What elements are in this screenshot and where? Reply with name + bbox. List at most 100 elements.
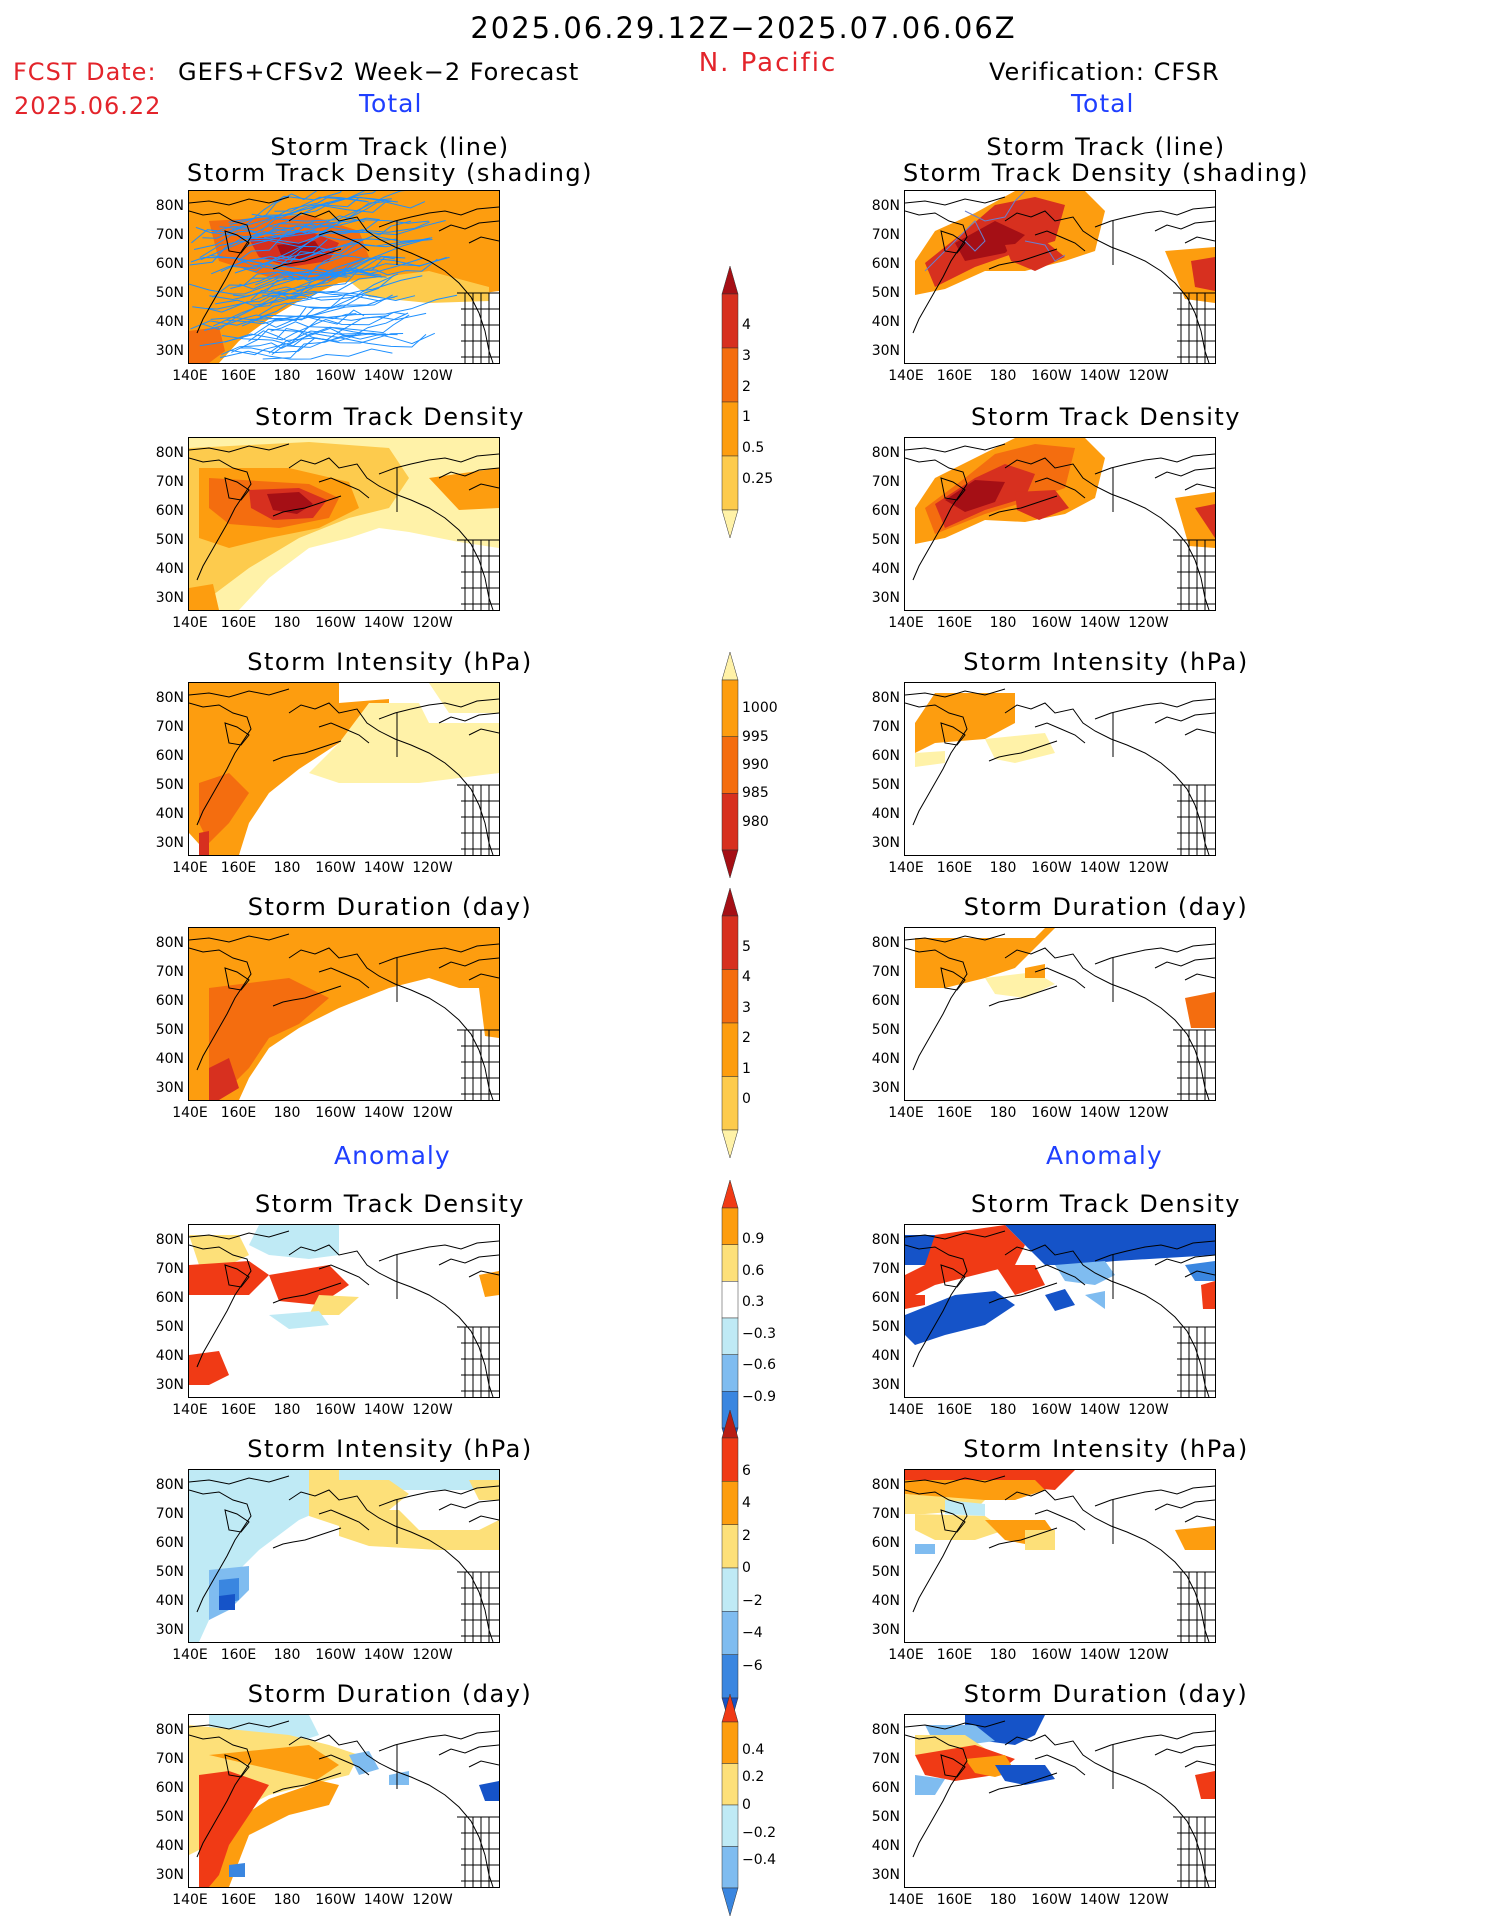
coastline-segment: [1184, 1760, 1215, 1768]
lon-tick-label: 180: [989, 860, 1017, 876]
coastline-segment: [272, 248, 342, 270]
coastline-segment: [189, 688, 290, 698]
lon-tick-label: 160W: [1031, 368, 1072, 384]
shading-area: [249, 1225, 339, 1259]
lat-tick-label: 80N: [155, 198, 184, 214]
lat-tick-label: 60N: [871, 503, 900, 519]
map-panel-track-verification: [904, 190, 1216, 364]
coastline-segment: [1094, 206, 1215, 228]
lat-tick-label: 30N: [155, 590, 184, 606]
lon-tick-label: 180: [989, 1892, 1017, 1908]
lat-tick-label: 30N: [871, 835, 900, 851]
coastline: [905, 1720, 1215, 1887]
coastline: [189, 1230, 499, 1397]
storm-track-line: [209, 270, 383, 301]
lon-tick-label: 140W: [1079, 860, 1121, 876]
lat-tick-label: 70N: [871, 964, 900, 980]
lat-tick-label: 40N: [155, 1051, 184, 1067]
coastline-segment: [940, 477, 966, 501]
lon-tick-label: 160W: [1031, 1647, 1072, 1663]
storm-track-line: [191, 191, 343, 244]
coastline-segment: [468, 1270, 499, 1278]
map-canvas: [189, 1715, 499, 1887]
storm-track-line: [202, 196, 384, 239]
lon-tick-label: 140W: [1079, 368, 1121, 384]
lat-tick-label: 60N: [871, 1780, 900, 1796]
storm-track-line: [211, 196, 367, 234]
lon-tick-label: 160W: [315, 1892, 356, 1908]
shading-area: [945, 1500, 985, 1516]
coastline-segment: [468, 236, 499, 244]
shading-area: [1185, 992, 1215, 1028]
map-panel-intensity-forecast: [188, 682, 500, 856]
coastline-segment: [940, 722, 966, 746]
storm-track-line: [260, 201, 426, 232]
shading-area: [349, 1751, 379, 1775]
verification-source: Verification: CFSR: [989, 58, 1220, 86]
coastline-segment: [288, 1244, 494, 1397]
colorbar-label: 4: [742, 1495, 751, 1511]
lon-tick-label: 140E: [172, 1892, 208, 1908]
map-panel-adensity-forecast: [188, 1224, 500, 1398]
storm-track-line: [1024, 240, 1066, 262]
coastline-segment: [905, 457, 968, 581]
lon-tick-label: 120W: [1128, 1892, 1169, 1908]
lat-tick-label: 60N: [155, 503, 184, 519]
storm-track-line: [964, 191, 1026, 222]
lon-tick-label: 140W: [1079, 1892, 1121, 1908]
title-track-shading-right: Storm Track Density (shading): [902, 159, 1310, 187]
colorbar-end-top: [721, 266, 739, 295]
coastline-segment: [905, 196, 1006, 206]
coastline-segment: [189, 457, 252, 581]
lon-tick-label: 120W: [1128, 1647, 1169, 1663]
storm-track-line: [234, 198, 392, 274]
lat-tick-label: 40N: [155, 1838, 184, 1854]
colorbar-swatch: [721, 1763, 739, 1806]
map-canvas: [189, 683, 499, 855]
lon-tick-label: 160W: [1031, 1105, 1072, 1121]
coastline-segment: [1154, 957, 1215, 969]
shading-area: [479, 1781, 499, 1801]
coastline-segment: [378, 1730, 499, 1752]
lon-tick-label: 140E: [888, 1892, 924, 1908]
lat-tick-label: 40N: [155, 1593, 184, 1609]
map-canvas: [905, 1470, 1215, 1642]
lon-tick-label: 140W: [363, 1892, 405, 1908]
lon-tick-label: 140E: [888, 615, 924, 631]
coastline-segment: [905, 1475, 1006, 1485]
lon-tick-label: 160E: [220, 368, 257, 384]
map-canvas: [189, 928, 499, 1100]
coastline-segment: [988, 1527, 1058, 1549]
coastline-segment: [318, 1264, 370, 1286]
coastline: [189, 196, 499, 363]
lat-tick-label: 50N: [155, 532, 184, 548]
coastline-segment: [940, 230, 966, 254]
storm-track-line: [259, 275, 423, 318]
colorbar-swatch: [721, 1022, 739, 1077]
coastline-segment: [318, 1754, 370, 1776]
coastline-segment: [224, 1264, 250, 1288]
lat-tick-label: 40N: [871, 806, 900, 822]
lat-tick-label: 70N: [871, 1751, 900, 1767]
coastline-segment: [224, 1509, 250, 1533]
shading-area: [1175, 1526, 1215, 1550]
coastline-segment: [905, 1489, 968, 1613]
shading-area: [1195, 504, 1215, 538]
title-duration-left: Storm Duration (day): [247, 893, 533, 921]
lon-tick-label: 160E: [936, 860, 973, 876]
colorbar-swatch: [721, 1654, 739, 1699]
lon-tick-label: 120W: [1128, 1105, 1169, 1121]
storm-track-line: [262, 312, 409, 360]
lon-tick-label: 160W: [315, 1105, 356, 1121]
colorbar-swatch: [721, 1804, 739, 1847]
lat-tick-label: 80N: [871, 935, 900, 951]
coastline-segment: [905, 210, 968, 334]
colorbar-end-bottom: [721, 509, 739, 538]
coastline-segment: [378, 206, 499, 228]
storm-track-line: [241, 239, 433, 263]
lat-tick-label: 80N: [871, 1477, 900, 1493]
shading-area: [905, 1225, 1025, 1295]
map-panel-adensity-verification: [904, 1224, 1216, 1398]
lon-tick-label: 140W: [363, 1105, 405, 1121]
colorbar-total_intensity: [721, 652, 739, 878]
